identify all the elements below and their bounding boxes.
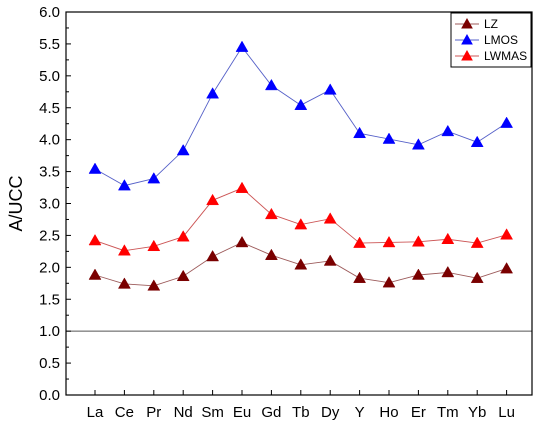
y-tick-label: 4.0 (39, 132, 60, 149)
data-point-lz (147, 279, 161, 291)
x-tick-label: Ce (115, 404, 134, 421)
data-point-lmos (117, 179, 131, 191)
y-tick-label: 0.0 (39, 387, 60, 404)
data-point-lz (470, 271, 484, 283)
data-point-lz (88, 268, 102, 280)
data-point-lmos (264, 78, 278, 91)
data-point-lwmas (88, 234, 102, 246)
x-tick-label: Tb (292, 404, 310, 421)
data-point-lmos (382, 132, 396, 144)
x-tick-label: Ho (379, 404, 398, 421)
legend-marker (461, 17, 473, 29)
x-tick-label: Tm (437, 404, 459, 421)
data-point-lwmas (235, 181, 249, 193)
legend-marker (461, 49, 473, 61)
data-point-lmos (176, 144, 190, 156)
data-point-lz (235, 235, 249, 248)
data-point-lwmas (147, 239, 161, 252)
data-point-lwmas (441, 232, 455, 244)
data-point-lmos (441, 124, 455, 137)
y-tick-label: 5.5 (39, 36, 60, 53)
legend-label: LZ (484, 17, 498, 31)
data-point-lmos (206, 87, 220, 99)
x-tick-label: Dy (321, 404, 340, 421)
data-point-lmos (470, 135, 484, 147)
data-point-lz (117, 277, 131, 289)
x-tick-label: Yb (468, 404, 486, 421)
data-point-lmos (353, 126, 367, 139)
data-point-lwmas (176, 230, 190, 242)
x-tick-label: Nd (174, 404, 193, 421)
y-tick-label: 2.0 (39, 259, 60, 276)
data-point-lmos (88, 162, 102, 174)
data-point-lwmas (323, 212, 337, 224)
data-point-lmos (235, 40, 249, 52)
y-tick-label: 1.5 (39, 291, 60, 308)
data-point-lmos (294, 98, 308, 110)
data-point-lwmas (353, 236, 367, 248)
data-point-lz (441, 265, 455, 278)
data-point-lmos (323, 83, 337, 95)
y-tick-label: 1.0 (39, 323, 60, 340)
y-tick-label: 5.0 (39, 68, 60, 85)
data-point-lz (353, 271, 367, 283)
data-point-lz (294, 258, 308, 270)
data-point-lwmas (117, 244, 131, 256)
x-tick-label: Eu (233, 404, 251, 421)
data-point-lmos (500, 116, 514, 128)
data-point-lwmas (294, 218, 308, 230)
plot-frame (65, 11, 533, 396)
legend-label: LWMAS (484, 49, 527, 63)
y-tick-label: 6.0 (39, 4, 60, 21)
data-point-lz (411, 268, 425, 280)
y-axis-title: A/UCC (6, 175, 26, 231)
data-point-lz (206, 249, 220, 262)
x-tick-label: La (87, 404, 104, 421)
y-tick-label: 0.5 (39, 355, 60, 372)
x-tick-label: Lu (498, 404, 515, 421)
y-tick-label: 3.5 (39, 164, 60, 181)
y-tick-label: 4.5 (39, 100, 60, 117)
data-point-lwmas (500, 228, 514, 240)
y-tick-label: 3.0 (39, 196, 60, 213)
y-tick-label: 2.5 (39, 227, 60, 244)
data-point-lwmas (206, 193, 220, 206)
data-point-lz (176, 269, 190, 282)
data-point-lz (382, 276, 396, 288)
legend-label: LMOS (484, 33, 518, 47)
data-point-lz (500, 262, 514, 274)
data-point-lz (323, 254, 337, 266)
series-line-lmos (94, 46, 507, 187)
data-point-lwmas (264, 207, 278, 220)
data-point-lwmas (470, 236, 484, 248)
data-point-lz (264, 248, 278, 260)
data-point-lwmas (382, 235, 396, 248)
x-tick-label: Pr (146, 404, 161, 421)
x-tick-label: Y (355, 404, 365, 421)
data-point-lmos (411, 138, 425, 150)
data-point-lwmas (411, 235, 425, 247)
x-tick-label: Gd (261, 404, 281, 421)
data-point-lmos (147, 172, 161, 184)
x-tick-label: Er (411, 404, 426, 421)
x-tick-label: Sm (201, 404, 224, 421)
legend-marker (461, 33, 473, 45)
